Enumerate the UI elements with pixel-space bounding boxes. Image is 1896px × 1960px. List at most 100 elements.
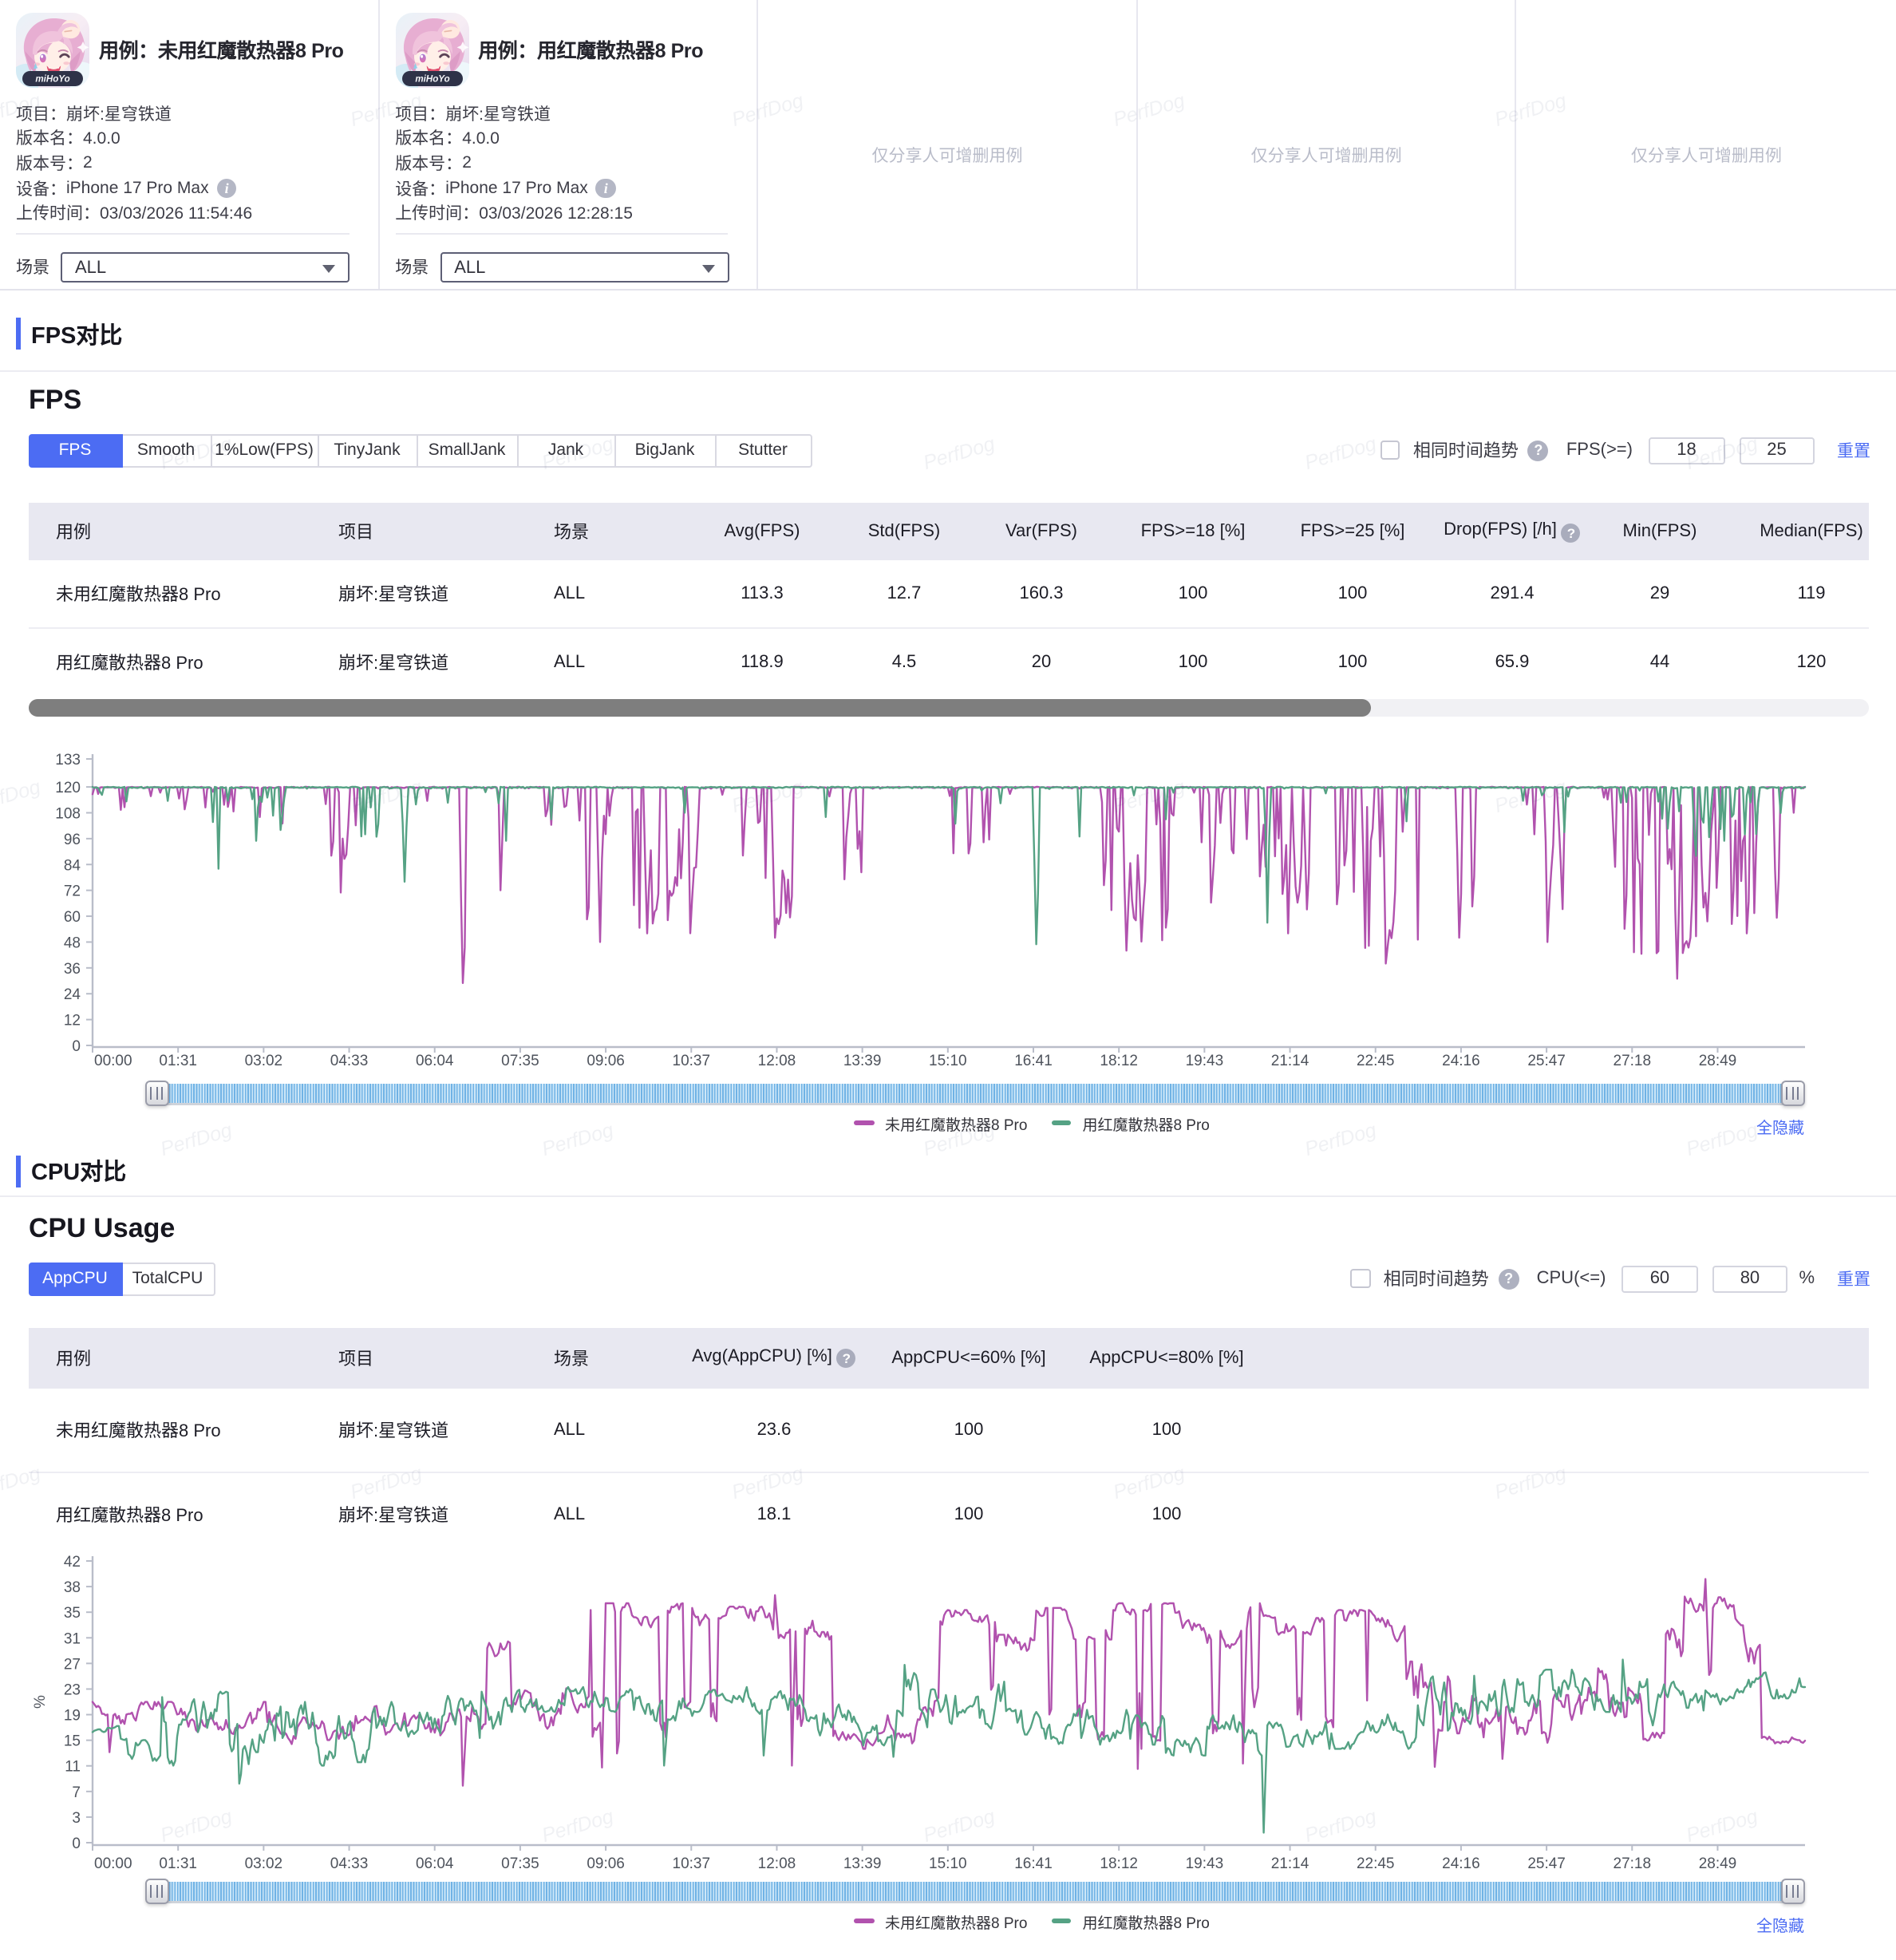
tab-smalljank[interactable]: SmallJank <box>416 433 518 467</box>
cpu-unit-label: % <box>1799 1269 1815 1288</box>
svg-text:27: 27 <box>64 1656 81 1673</box>
tab-bigjank[interactable]: BigJank <box>614 433 716 467</box>
svg-text:04:33: 04:33 <box>330 1053 369 1069</box>
card-divider <box>16 232 350 234</box>
svg-text:00:00: 00:00 <box>94 1053 132 1069</box>
tab-smooth[interactable]: Smooth <box>120 433 211 467</box>
svg-text:133: 133 <box>55 752 81 769</box>
svg-text:25:47: 25:47 <box>1527 1855 1566 1872</box>
case-card-1: miHoYo 用例：用红魔散热器8 Pro 项目： 崩坏:星穹铁道 版本名： 4.0… <box>379 0 759 289</box>
svg-text:42: 42 <box>64 1554 81 1571</box>
help-icon[interactable]: ? <box>1527 440 1549 460</box>
slider-track[interactable] <box>157 1084 1792 1102</box>
cpu-threshold-input-2[interactable]: 80 <box>1712 1265 1788 1292</box>
case-card-0: miHoYo 用例：未用红魔散热器8 Pro 项目： 崩坏:星穹铁道 版本名： 4.… <box>0 0 380 289</box>
tab-stutter[interactable]: Stutter <box>714 433 812 467</box>
meta-upload-time: 上传时间： 03/03/2026 12:28:15 <box>395 204 633 224</box>
svg-text:miHoYo: miHoYo <box>35 74 69 85</box>
svg-text:00:00: 00:00 <box>94 1855 132 1872</box>
section-divider <box>0 369 1896 371</box>
legend-item[interactable]: 未用红魔散热器8 Pro <box>854 1910 1027 1932</box>
svg-text:06:04: 06:04 <box>416 1855 454 1872</box>
svg-text:11: 11 <box>65 1759 81 1776</box>
svg-text:16:41: 16:41 <box>1014 1855 1053 1872</box>
svg-text:7: 7 <box>72 1784 81 1801</box>
legend-item[interactable]: 用红魔散热器8 Pro <box>1051 1112 1210 1134</box>
svg-text:0: 0 <box>72 1836 81 1852</box>
tab-appcpu[interactable]: AppCPU <box>28 1262 122 1295</box>
meta-version-code: 版本号： 2 <box>16 153 93 174</box>
table-row: 用红魔散热器8 Pro 崩坏:星穹铁道 ALL 18.1 100 100 <box>28 1472 1868 1557</box>
svg-text:36: 36 <box>64 961 81 978</box>
slider-handle-left[interactable] <box>144 1878 169 1904</box>
cpu-stats-table: 用例 项目 场景 Avg(AppCPU) [%]? AppCPU<=60% [%… <box>28 1327 1868 1557</box>
cpu-legend-row: 未用红魔散热器8 Pro 用红魔散热器8 Pro 全隐藏 <box>0 1910 1896 1935</box>
fps-threshold-input-2[interactable]: 25 <box>1739 437 1815 464</box>
legend-item[interactable]: 未用红魔散热器8 Pro <box>854 1112 1027 1134</box>
tab-jank[interactable]: Jank <box>516 433 615 467</box>
slider-handle-left[interactable] <box>144 1080 169 1106</box>
tab-1pct-low[interactable]: 1%Low(FPS) <box>210 433 318 467</box>
help-icon[interactable]: ? <box>1498 1268 1519 1289</box>
device-info-icon[interactable]: i <box>216 178 237 199</box>
fps-toolbar: FPS Smooth 1%Low(FPS) TinyJank SmallJank… <box>0 433 1896 468</box>
fps-reset-link[interactable]: 重置 <box>1837 441 1870 460</box>
case-meta-list: 项目： 崩坏:星穹铁道 版本名： 4.0.0 版本号： 2 设备： iPhone 17 … <box>16 101 252 226</box>
scrollbar-thumb[interactable] <box>28 698 1370 716</box>
scene-select[interactable]: ALL <box>61 251 350 283</box>
case-title: 用例：未用红魔散热器8 Pro <box>99 39 344 61</box>
cpu-reset-link[interactable]: 重置 <box>1837 1270 1870 1289</box>
svg-text:21:14: 21:14 <box>1271 1855 1309 1872</box>
help-icon[interactable]: ? <box>1561 523 1581 543</box>
cpu-threshold-label: CPU(<=) <box>1536 1269 1606 1288</box>
device-info-icon[interactable]: i <box>595 178 616 199</box>
meta-device: 设备： iPhone 17 Pro Max i <box>16 176 252 201</box>
legend-dash-icon <box>854 1918 874 1924</box>
svg-text:27:18: 27:18 <box>1614 1053 1652 1069</box>
table-header-row: 用例 项目 场景 Avg(FPS) Std(FPS) Var(FPS) FPS>… <box>28 503 1868 560</box>
tab-tinyjank[interactable]: TinyJank <box>317 433 417 467</box>
fps-line-chart: 0 12 24 36 48 60 72 84 96 108 120 133 00:00 01:31 03:0… <box>55 752 1807 1069</box>
table-row: 用红魔散热器8 Pro 崩坏:星穹铁道 ALL 118.9 4.5 20 100… <box>28 628 1868 696</box>
tab-fps[interactable]: FPS <box>28 433 122 467</box>
svg-text:07:35: 07:35 <box>501 1053 539 1069</box>
help-icon[interactable]: ? <box>836 1349 856 1369</box>
same-time-trend-checkbox[interactable] <box>1380 440 1400 460</box>
svg-text:01:31: 01:31 <box>159 1053 197 1069</box>
case-meta-list: 项目： 崩坏:星穹铁道 版本名： 4.0.0 版本号： 2 设备： iPhone 17 … <box>395 101 633 226</box>
legend-item[interactable]: 用红魔散热器8 Pro <box>1051 1910 1210 1932</box>
svg-text:%: % <box>32 1695 49 1709</box>
svg-text:22:45: 22:45 <box>1357 1053 1395 1069</box>
svg-text:10:37: 10:37 <box>673 1053 711 1069</box>
svg-text:38: 38 <box>64 1579 81 1596</box>
slider-handle-right[interactable] <box>1780 1080 1805 1106</box>
fps-hide-all-link[interactable]: 全隐藏 <box>1756 1120 1804 1137</box>
svg-text:72: 72 <box>64 883 81 900</box>
cpu-table-wrap: 用例 项目 场景 Avg(AppCPU) [%]? AppCPU<=60% [%… <box>28 1327 1868 1557</box>
tab-totalcpu[interactable]: TotalCPU <box>120 1262 215 1295</box>
fps-legend-row: 未用红魔散热器8 Pro 用红魔散热器8 Pro 全隐藏 <box>0 1112 1896 1137</box>
cpu-section-title: CPU对比 <box>16 1155 126 1187</box>
cpu-threshold-input-1[interactable]: 60 <box>1621 1265 1698 1292</box>
cpu-heading: CPU Usage <box>29 1212 176 1243</box>
fps-threshold-input-1[interactable]: 18 <box>1649 437 1724 464</box>
svg-text:19: 19 <box>64 1708 81 1725</box>
fps-threshold-label: FPS(>=) <box>1566 441 1633 460</box>
scene-label: 场景 <box>395 259 429 278</box>
cpu-hide-all-link[interactable]: 全隐藏 <box>1756 1918 1804 1935</box>
meta-device: 设备： iPhone 17 Pro Max i <box>395 176 633 201</box>
svg-text:12: 12 <box>64 1013 81 1029</box>
slider-handle-right[interactable] <box>1780 1878 1805 1904</box>
svg-text:22:45: 22:45 <box>1357 1855 1395 1872</box>
svg-text:120: 120 <box>55 780 81 796</box>
svg-text:24:16: 24:16 <box>1442 1053 1480 1069</box>
same-time-trend-checkbox[interactable] <box>1350 1268 1371 1289</box>
empty-case-slot-3: 仅分享人可增删用例 <box>1517 0 1896 289</box>
section-accent-bar <box>16 318 21 350</box>
fps-heading: FPS <box>29 385 82 415</box>
svg-text:19:43: 19:43 <box>1186 1053 1224 1069</box>
scene-select[interactable]: ALL <box>440 251 729 283</box>
slider-track[interactable] <box>157 1882 1792 1900</box>
cpu-datazoom-slider <box>144 1878 1805 1904</box>
